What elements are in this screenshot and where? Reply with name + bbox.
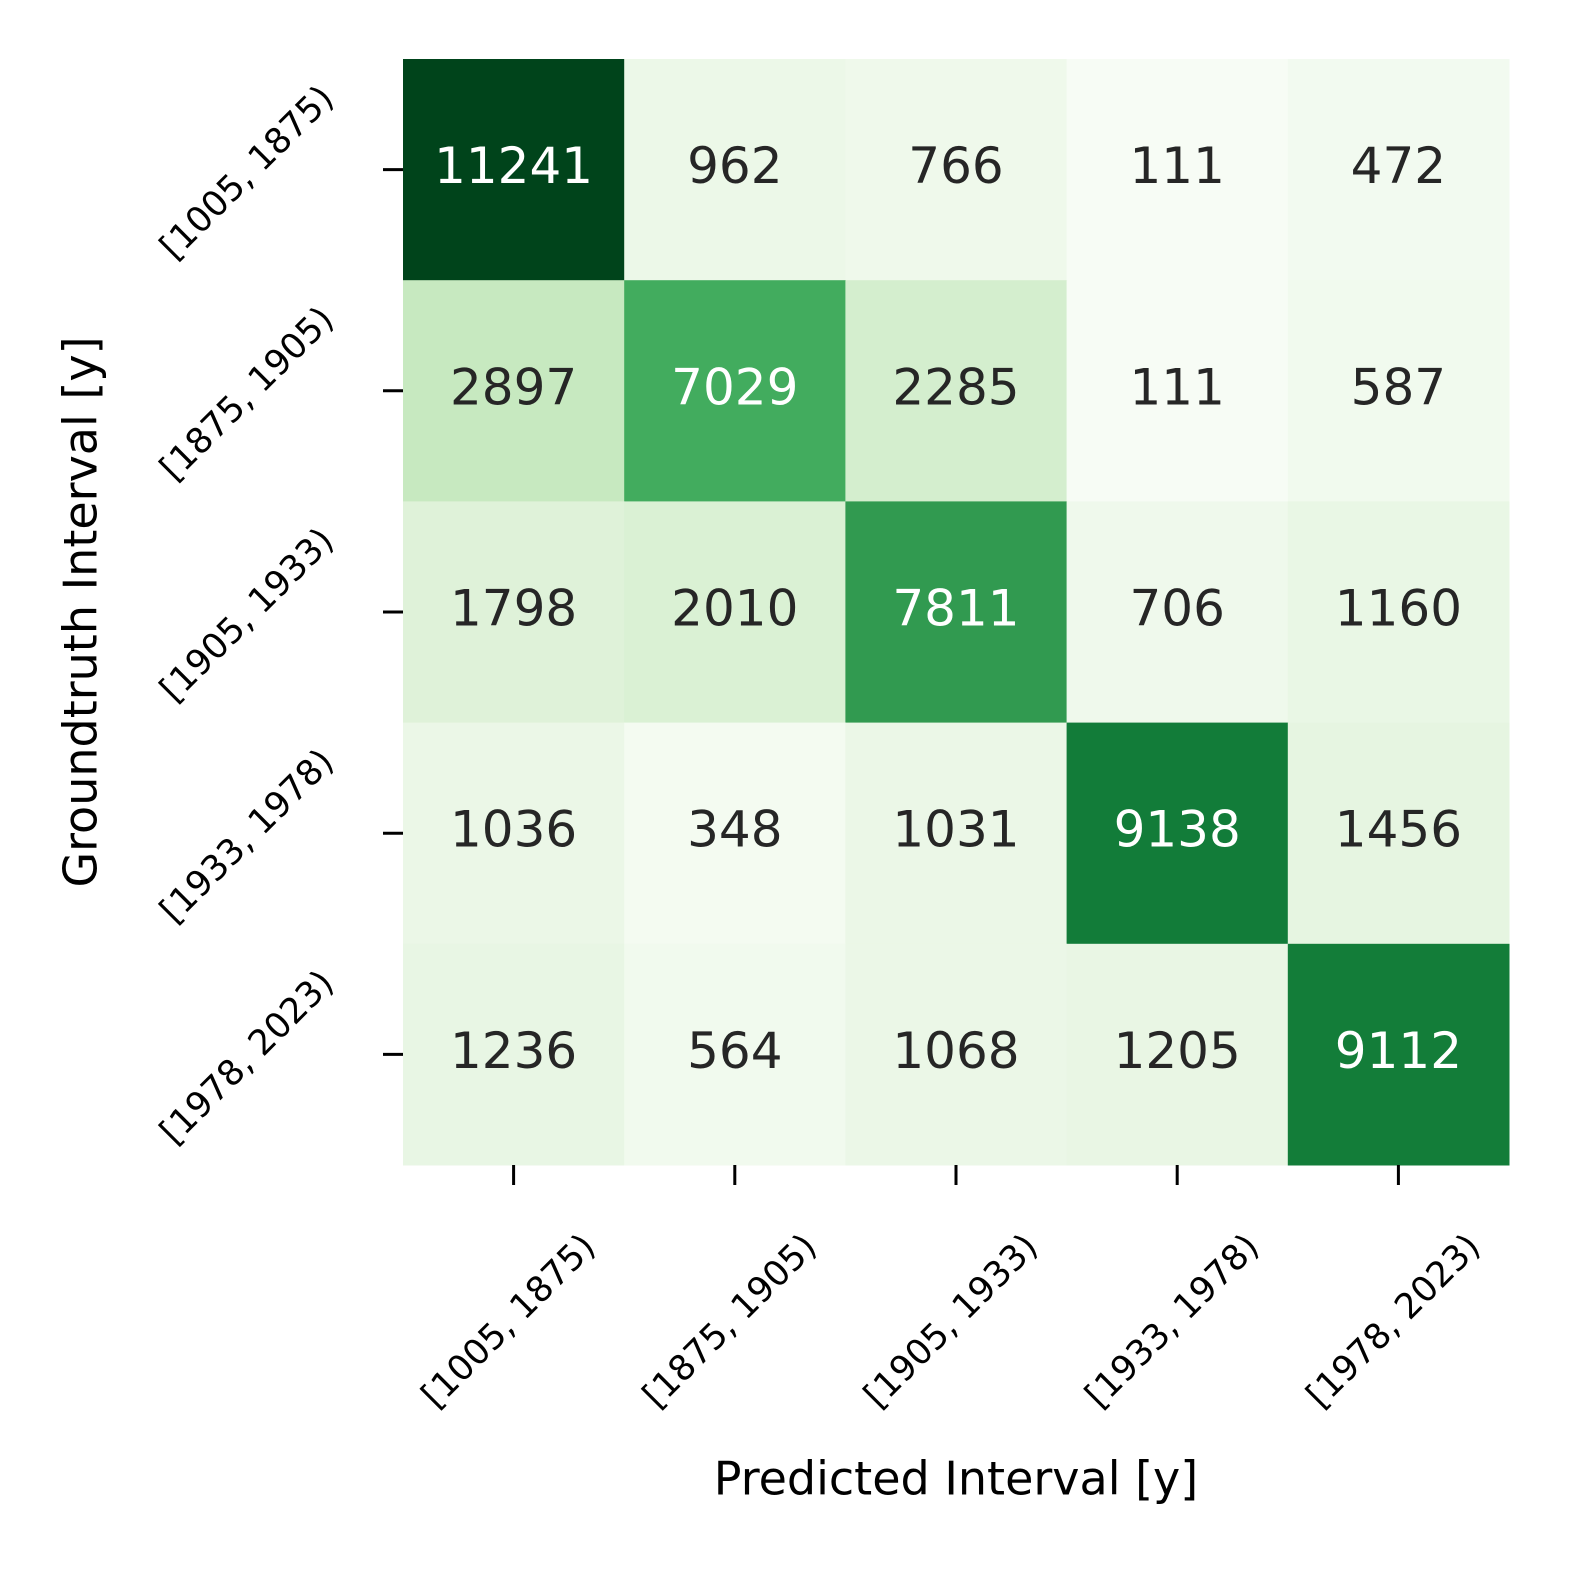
cell-value: 2897: [450, 358, 577, 416]
heatmap-cell: [1287, 501, 1510, 724]
cell-value: 472: [1351, 137, 1446, 195]
y-tick-label: [1005, 1875): [153, 78, 342, 267]
heatmap-cell: [624, 501, 846, 724]
cell-value: 1068: [892, 1022, 1019, 1080]
heatmap-cell: [845, 501, 1068, 724]
heatmap-cell: [1066, 943, 1289, 1166]
y-tick-label: [1933, 1978): [153, 742, 342, 931]
cell-value: 9112: [1335, 1022, 1462, 1080]
x-tick-label: [1875, 1905): [635, 1227, 824, 1416]
cell-value: 9138: [1114, 801, 1241, 859]
y-axis-label: Groundtruth Interval [y]: [54, 336, 108, 887]
heatmap-cell: [1287, 943, 1510, 1166]
heatmap-cell: [624, 722, 846, 945]
cell-value: 7029: [671, 358, 798, 416]
cell-value: 2010: [671, 580, 798, 638]
heatmap-cell: [845, 943, 1068, 1166]
cell-value: 564: [687, 1022, 782, 1080]
heatmap-cell: [1066, 280, 1289, 502]
cell-value: 2285: [892, 358, 1019, 416]
cell-value: 1160: [1335, 580, 1462, 638]
cell-value: 1236: [450, 1022, 577, 1080]
y-tick-label: [1875, 1905): [153, 299, 342, 488]
heatmap-cell: [403, 943, 625, 1166]
y-tick-label: [1978, 2023): [153, 963, 342, 1152]
y-tick-label: [1905, 1933): [153, 521, 342, 710]
cell-value: 1031: [892, 801, 1019, 859]
cell-value: 1205: [1114, 1022, 1241, 1080]
x-tick-label: [1005, 1875): [414, 1227, 603, 1416]
cell-value: 111: [1129, 137, 1224, 195]
heatmap-cell: [1287, 280, 1510, 502]
heatmap-cell: [624, 943, 846, 1166]
heatmap-cell: [624, 280, 846, 502]
heatmap-cell: [1287, 59, 1510, 281]
cell-value: 111: [1129, 358, 1224, 416]
heatmap-cell: [1066, 722, 1289, 945]
x-axis-label: Predicted Interval [y]: [714, 1452, 1198, 1506]
heatmap-cell: [845, 59, 1068, 281]
x-tick-label: [1905, 1933): [857, 1227, 1046, 1416]
heatmap-cell: [845, 722, 1068, 945]
heatmap-cell: [403, 722, 625, 945]
cell-value: 706: [1129, 580, 1224, 638]
heatmap-cell: [1066, 501, 1289, 724]
cell-value: 962: [687, 137, 782, 195]
heatmap-cell: [624, 59, 846, 281]
heatmap-cell: [403, 280, 625, 502]
cell-value: 587: [1351, 358, 1446, 416]
heatmap-cell: [403, 501, 625, 724]
x-tick-label: [1978, 2023): [1299, 1227, 1488, 1416]
cell-value: 7811: [892, 580, 1019, 638]
cell-value: 348: [687, 801, 782, 859]
heatmap-cell: [403, 59, 625, 281]
cell-value: 1456: [1335, 801, 1462, 859]
cell-value: 766: [908, 137, 1003, 195]
heatmap-cell: [845, 280, 1068, 502]
heatmap-cell: [1287, 722, 1510, 945]
heatmap-cell: [1066, 59, 1289, 281]
x-tick-label: [1933, 1978): [1078, 1227, 1267, 1416]
cell-value: 11241: [434, 137, 593, 195]
cell-value: 1798: [450, 580, 577, 638]
cell-value: 1036: [450, 801, 577, 859]
